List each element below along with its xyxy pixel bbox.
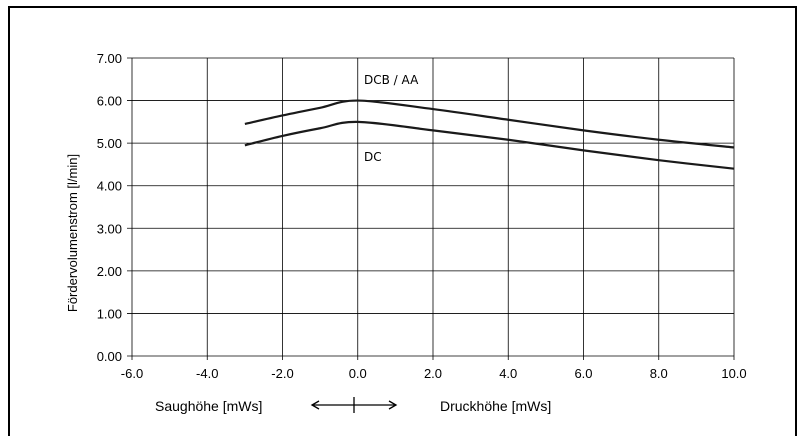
y-axis-label: Fördervolumenstrom [l/min] bbox=[65, 154, 80, 312]
x-tick-label: 6.0 bbox=[574, 366, 592, 381]
y-tick-label: 0.00 bbox=[97, 349, 122, 364]
y-tick-label: 1.00 bbox=[97, 306, 122, 321]
series-lines bbox=[244, 99, 735, 170]
y-tick-label: 6.00 bbox=[97, 94, 122, 109]
x-axis-label-left: Saughöhe [mWs] bbox=[155, 398, 262, 414]
y-tick-label: 7.00 bbox=[97, 51, 122, 66]
chart-frame bbox=[8, 6, 797, 436]
series-label-dcb-aa: DCB / AA bbox=[364, 73, 419, 87]
x-tick-label: 4.0 bbox=[499, 366, 517, 381]
series-line-dcb-aa bbox=[244, 99, 735, 149]
x-tick-label: -4.0 bbox=[196, 366, 218, 381]
grid-lines bbox=[127, 57, 735, 360]
x-axis-label-right: Druckhöhe [mWs] bbox=[440, 398, 551, 414]
x-tick-labels: -6.0 -4.0 -2.0 0.0 2.0 4.0 6.0 8.0 10.0 bbox=[121, 366, 747, 381]
x-tick-label: 0.0 bbox=[349, 366, 367, 381]
y-tick-labels: 0.00 1.00 2.00 3.00 4.00 5.00 6.00 7.00 bbox=[97, 51, 122, 364]
x-tick-label: 2.0 bbox=[424, 366, 442, 381]
y-tick-label: 5.00 bbox=[97, 136, 122, 151]
series-label-dc: DC bbox=[364, 150, 382, 164]
x-tick-label: 10.0 bbox=[721, 366, 746, 381]
y-tick-label: 2.00 bbox=[97, 264, 122, 279]
x-tick-label: -6.0 bbox=[121, 366, 143, 381]
x-tick-label: -2.0 bbox=[271, 366, 293, 381]
x-tick-label: 8.0 bbox=[650, 366, 668, 381]
series-line-dc bbox=[244, 120, 735, 170]
bidirectional-arrow-icon bbox=[310, 397, 398, 413]
y-tick-label: 3.00 bbox=[97, 221, 122, 236]
y-tick-label: 4.00 bbox=[97, 179, 122, 194]
